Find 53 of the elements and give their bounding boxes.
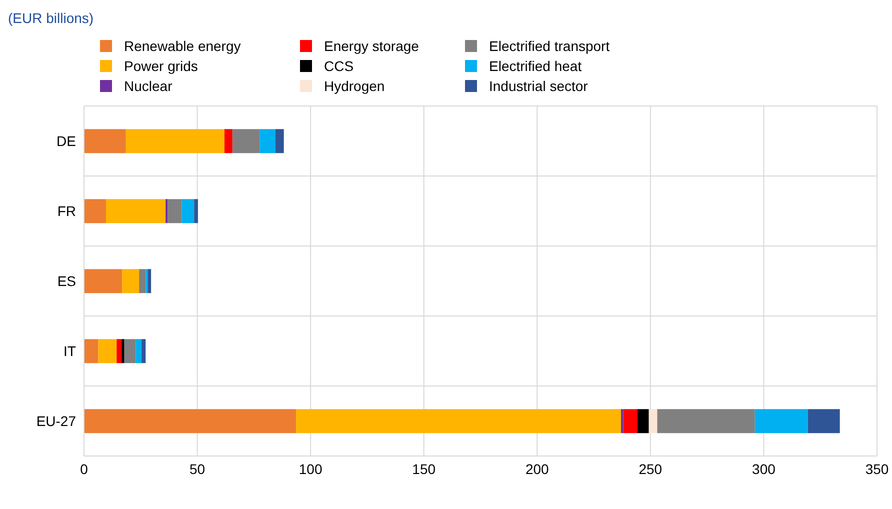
bar bbox=[124, 339, 136, 364]
bar bbox=[648, 409, 658, 434]
y-tick-label: IT bbox=[64, 342, 76, 359]
bar bbox=[623, 409, 638, 434]
bar bbox=[182, 199, 194, 224]
bar bbox=[275, 129, 284, 154]
bar bbox=[84, 409, 296, 434]
bar bbox=[116, 339, 122, 364]
bar bbox=[139, 269, 146, 294]
x-tick-label: 250 bbox=[638, 460, 662, 477]
x-tick-label: 350 bbox=[865, 460, 889, 477]
x-tick-label: 100 bbox=[298, 460, 322, 477]
x-tick-label: 50 bbox=[189, 460, 206, 477]
legend-label: Industrial sector bbox=[489, 78, 588, 94]
bar bbox=[84, 199, 106, 224]
bar bbox=[232, 129, 260, 154]
bar bbox=[754, 409, 808, 434]
bar bbox=[122, 269, 140, 294]
legend-label: Renewable energy bbox=[124, 38, 241, 54]
bar bbox=[126, 129, 224, 154]
bar bbox=[296, 409, 621, 434]
bar bbox=[84, 339, 98, 364]
x-tick-label: 300 bbox=[752, 460, 776, 477]
bar bbox=[224, 129, 232, 154]
legend-label: Hydrogen bbox=[324, 78, 385, 94]
bar bbox=[106, 199, 166, 224]
bar bbox=[638, 409, 649, 434]
bar bbox=[122, 339, 124, 364]
bar bbox=[84, 269, 122, 294]
bar bbox=[98, 339, 117, 364]
bar bbox=[194, 199, 198, 224]
bar bbox=[260, 129, 276, 154]
bar bbox=[168, 199, 182, 224]
x-tick-label: 0 bbox=[80, 460, 88, 477]
bar bbox=[148, 269, 152, 294]
y-tick-label: ES bbox=[57, 272, 76, 289]
y-tick-label: FR bbox=[57, 202, 76, 219]
bar bbox=[84, 129, 126, 154]
bar bbox=[136, 339, 142, 364]
y-tick-label: EU-27 bbox=[36, 412, 76, 429]
bar bbox=[808, 409, 840, 434]
legend-label: Power grids bbox=[124, 58, 198, 74]
legend-label: CCS bbox=[324, 58, 354, 74]
legend-label: Electrified transport bbox=[489, 38, 610, 54]
legend-label: Electrified heat bbox=[489, 58, 582, 74]
legend-label: Energy storage bbox=[324, 38, 419, 54]
bar bbox=[142, 339, 146, 364]
x-tick-label: 150 bbox=[412, 460, 436, 477]
x-tick-label: 200 bbox=[525, 460, 550, 477]
y-tick-label: DE bbox=[56, 132, 76, 149]
legend-label: Nuclear bbox=[124, 78, 172, 94]
chart-title: (EUR billions) bbox=[8, 10, 95, 26]
bar bbox=[657, 409, 755, 434]
